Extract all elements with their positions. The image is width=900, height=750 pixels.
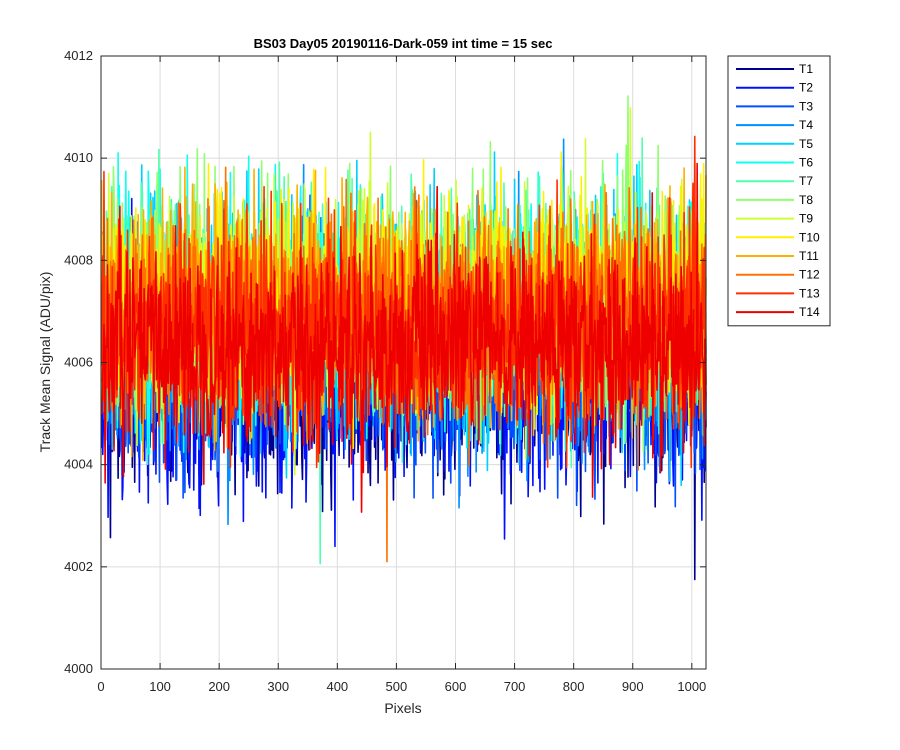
x-tick-label: 200: [208, 679, 230, 694]
x-tick-label: 500: [386, 679, 408, 694]
legend-label-t6: T6: [799, 156, 813, 170]
y-tick-label: 4002: [64, 559, 93, 574]
legend: T1 T2 T3 T4 T5 T6 T7 T8 T9 T10 T11 T12 T13 T14: [727, 55, 831, 327]
y-axis-ticks: 4000 4002 4004 4006 4008 4010 4012: [64, 48, 706, 676]
legend-label-t13: T13: [799, 286, 820, 300]
legend-label-t12: T12: [799, 268, 820, 282]
legend-label-t1: T1: [799, 62, 813, 76]
chart-title: BS03 Day05 20190116-Dark-059 int time = …: [254, 36, 553, 51]
legend-label-t10: T10: [799, 230, 820, 244]
x-axis-label: Pixels: [384, 700, 421, 716]
x-tick-label: 800: [563, 679, 585, 694]
legend-label-t9: T9: [799, 212, 813, 226]
legend-label-t5: T5: [799, 137, 813, 151]
legend-label-t8: T8: [799, 193, 813, 207]
x-tick-label: 900: [622, 679, 644, 694]
series-lines: [100, 95, 707, 581]
legend-label-t14: T14: [799, 305, 820, 319]
y-tick-label: 4000: [64, 661, 93, 676]
x-tick-label: 1000: [677, 679, 706, 694]
x-tick-label: 600: [445, 679, 467, 694]
legend-label-t4: T4: [799, 118, 813, 132]
x-tick-label: 0: [97, 679, 104, 694]
legend-label-t11: T11: [799, 249, 819, 263]
legend-label-t7: T7: [799, 174, 813, 188]
x-tick-label: 100: [149, 679, 171, 694]
y-tick-label: 4008: [64, 252, 93, 267]
legend-label-t3: T3: [799, 99, 813, 113]
y-axis-label: Track Mean Signal (ADU/pix): [37, 272, 53, 453]
legend-label-t2: T2: [799, 81, 813, 95]
series-line-t14: [100, 162, 707, 513]
x-tick-label: 300: [267, 679, 289, 694]
x-tick-label: 700: [504, 679, 526, 694]
x-tick-label: 400: [326, 679, 348, 694]
y-tick-label: 4010: [64, 150, 93, 165]
y-tick-label: 4004: [64, 457, 93, 472]
legend-box: [727, 55, 831, 327]
y-tick-label: 4006: [64, 355, 93, 370]
y-tick-label: 4012: [64, 48, 93, 63]
x-axis-ticks: 0 100 200 300 400 500 600 700 800 900 1000: [97, 56, 706, 694]
